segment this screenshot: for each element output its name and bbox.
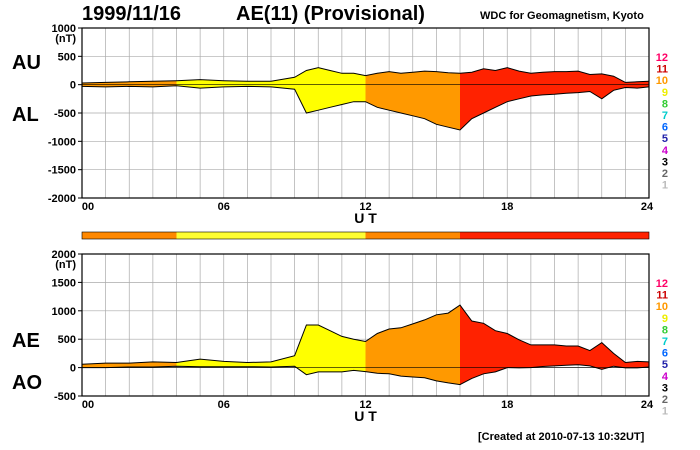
x-tick-label: 12 bbox=[359, 399, 371, 411]
y-tick-label: -2000 bbox=[48, 193, 76, 205]
y-tick-label: 0 bbox=[70, 80, 76, 92]
x-tick-label: 18 bbox=[501, 399, 513, 411]
area-segment-fill_r bbox=[460, 305, 649, 385]
strip-segment bbox=[365, 232, 460, 239]
area-segment-fill_r bbox=[460, 67, 649, 130]
chart-date: 1999/11/16 bbox=[82, 3, 181, 25]
y-tick-label: -500 bbox=[54, 391, 76, 403]
color-scale-label-7: 7 bbox=[662, 336, 668, 348]
color-scale-label-3: 3 bbox=[662, 382, 668, 394]
color-scale-label-9: 9 bbox=[662, 313, 668, 325]
area-segment-fill_o bbox=[365, 71, 460, 130]
color-scale-label-11: 11 bbox=[656, 64, 668, 76]
x-tick-label: 00 bbox=[82, 399, 94, 411]
y-tick-label: 0 bbox=[70, 363, 76, 375]
y-tick-label: 1500 bbox=[52, 277, 76, 289]
panel-au-al bbox=[78, 27, 650, 199]
x-tick-label: 12 bbox=[359, 201, 371, 213]
color-scale-label-2: 2 bbox=[662, 168, 668, 180]
activity-strip bbox=[81, 231, 650, 240]
color-scale-label-10: 10 bbox=[656, 75, 668, 87]
y-tick-label: 500 bbox=[58, 334, 76, 346]
color-scale-label-5: 5 bbox=[662, 359, 668, 371]
strip-frame bbox=[81, 231, 650, 240]
y-tick-label: 500 bbox=[58, 51, 76, 63]
strip-segment bbox=[460, 232, 649, 239]
x-axis-label: U T bbox=[354, 408, 377, 424]
y-tick-label: 2000 bbox=[52, 249, 76, 261]
color-scale-label-2: 2 bbox=[662, 394, 668, 406]
ae-label: AE bbox=[12, 330, 40, 352]
color-scale-label-6: 6 bbox=[662, 348, 668, 360]
series-line-au bbox=[81, 67, 650, 84]
series-line-ae bbox=[81, 304, 650, 365]
x-tick-label: 06 bbox=[218, 399, 230, 411]
x-tick-label: 00 bbox=[82, 201, 94, 213]
x-axis-label: U T bbox=[354, 210, 377, 226]
color-scale-label-1: 1 bbox=[662, 406, 668, 418]
color-scale-label-5: 5 bbox=[662, 133, 668, 145]
data-source: WDC for Geomagnetism, Kyoto bbox=[480, 10, 644, 22]
color-scale-label-7: 7 bbox=[662, 110, 668, 122]
area-segment-fill_o bbox=[365, 305, 460, 385]
y-tick-label: -500 bbox=[54, 108, 76, 120]
color-scale-label-6: 6 bbox=[662, 122, 668, 134]
y-tick-label: 1000 bbox=[52, 23, 76, 35]
panel-ae-ao bbox=[78, 253, 650, 397]
color-scale-label-11: 11 bbox=[656, 290, 668, 302]
x-tick-label: 24 bbox=[641, 399, 654, 411]
color-scale-label-8: 8 bbox=[662, 98, 668, 110]
color-scale-label-9: 9 bbox=[662, 87, 668, 99]
created-timestamp: [Created at 2010-07-13 10:32UT] bbox=[478, 431, 645, 443]
color-scale-label-1: 1 bbox=[662, 180, 668, 192]
area-segment-fill_o bbox=[82, 80, 177, 87]
x-tick-label: 06 bbox=[218, 201, 230, 213]
color-scale-label-3: 3 bbox=[662, 156, 668, 168]
color-scale-label-4: 4 bbox=[662, 145, 669, 157]
strip-segment bbox=[82, 232, 177, 239]
x-tick-label: 18 bbox=[501, 201, 513, 213]
series-line-ao bbox=[82, 364, 650, 386]
color-scale-label-12: 12 bbox=[656, 278, 668, 290]
y-tick-label: -1500 bbox=[48, 165, 76, 177]
strip-segment bbox=[176, 232, 366, 239]
y-unit-label: (nT) bbox=[55, 259, 76, 271]
ao-label: AO bbox=[12, 372, 42, 394]
color-scale-label-4: 4 bbox=[662, 371, 669, 383]
y-tick-label: 1000 bbox=[52, 306, 76, 318]
area-segment-fill_y bbox=[176, 325, 366, 375]
color-scale-label-10: 10 bbox=[656, 301, 668, 313]
y-tick-label: -1000 bbox=[48, 136, 76, 148]
al-label: AL bbox=[12, 104, 39, 126]
area-segment-fill_y bbox=[176, 67, 366, 113]
x-tick-label: 24 bbox=[641, 201, 654, 213]
color-scale-label-12: 12 bbox=[656, 52, 668, 64]
chart-title: AE(11) (Provisional) bbox=[236, 3, 425, 25]
series-line-al bbox=[81, 85, 650, 131]
au-label: AU bbox=[12, 52, 41, 74]
color-scale-label-8: 8 bbox=[662, 324, 668, 336]
plot-frame bbox=[81, 253, 650, 397]
y-unit-label: (nT) bbox=[55, 33, 76, 45]
